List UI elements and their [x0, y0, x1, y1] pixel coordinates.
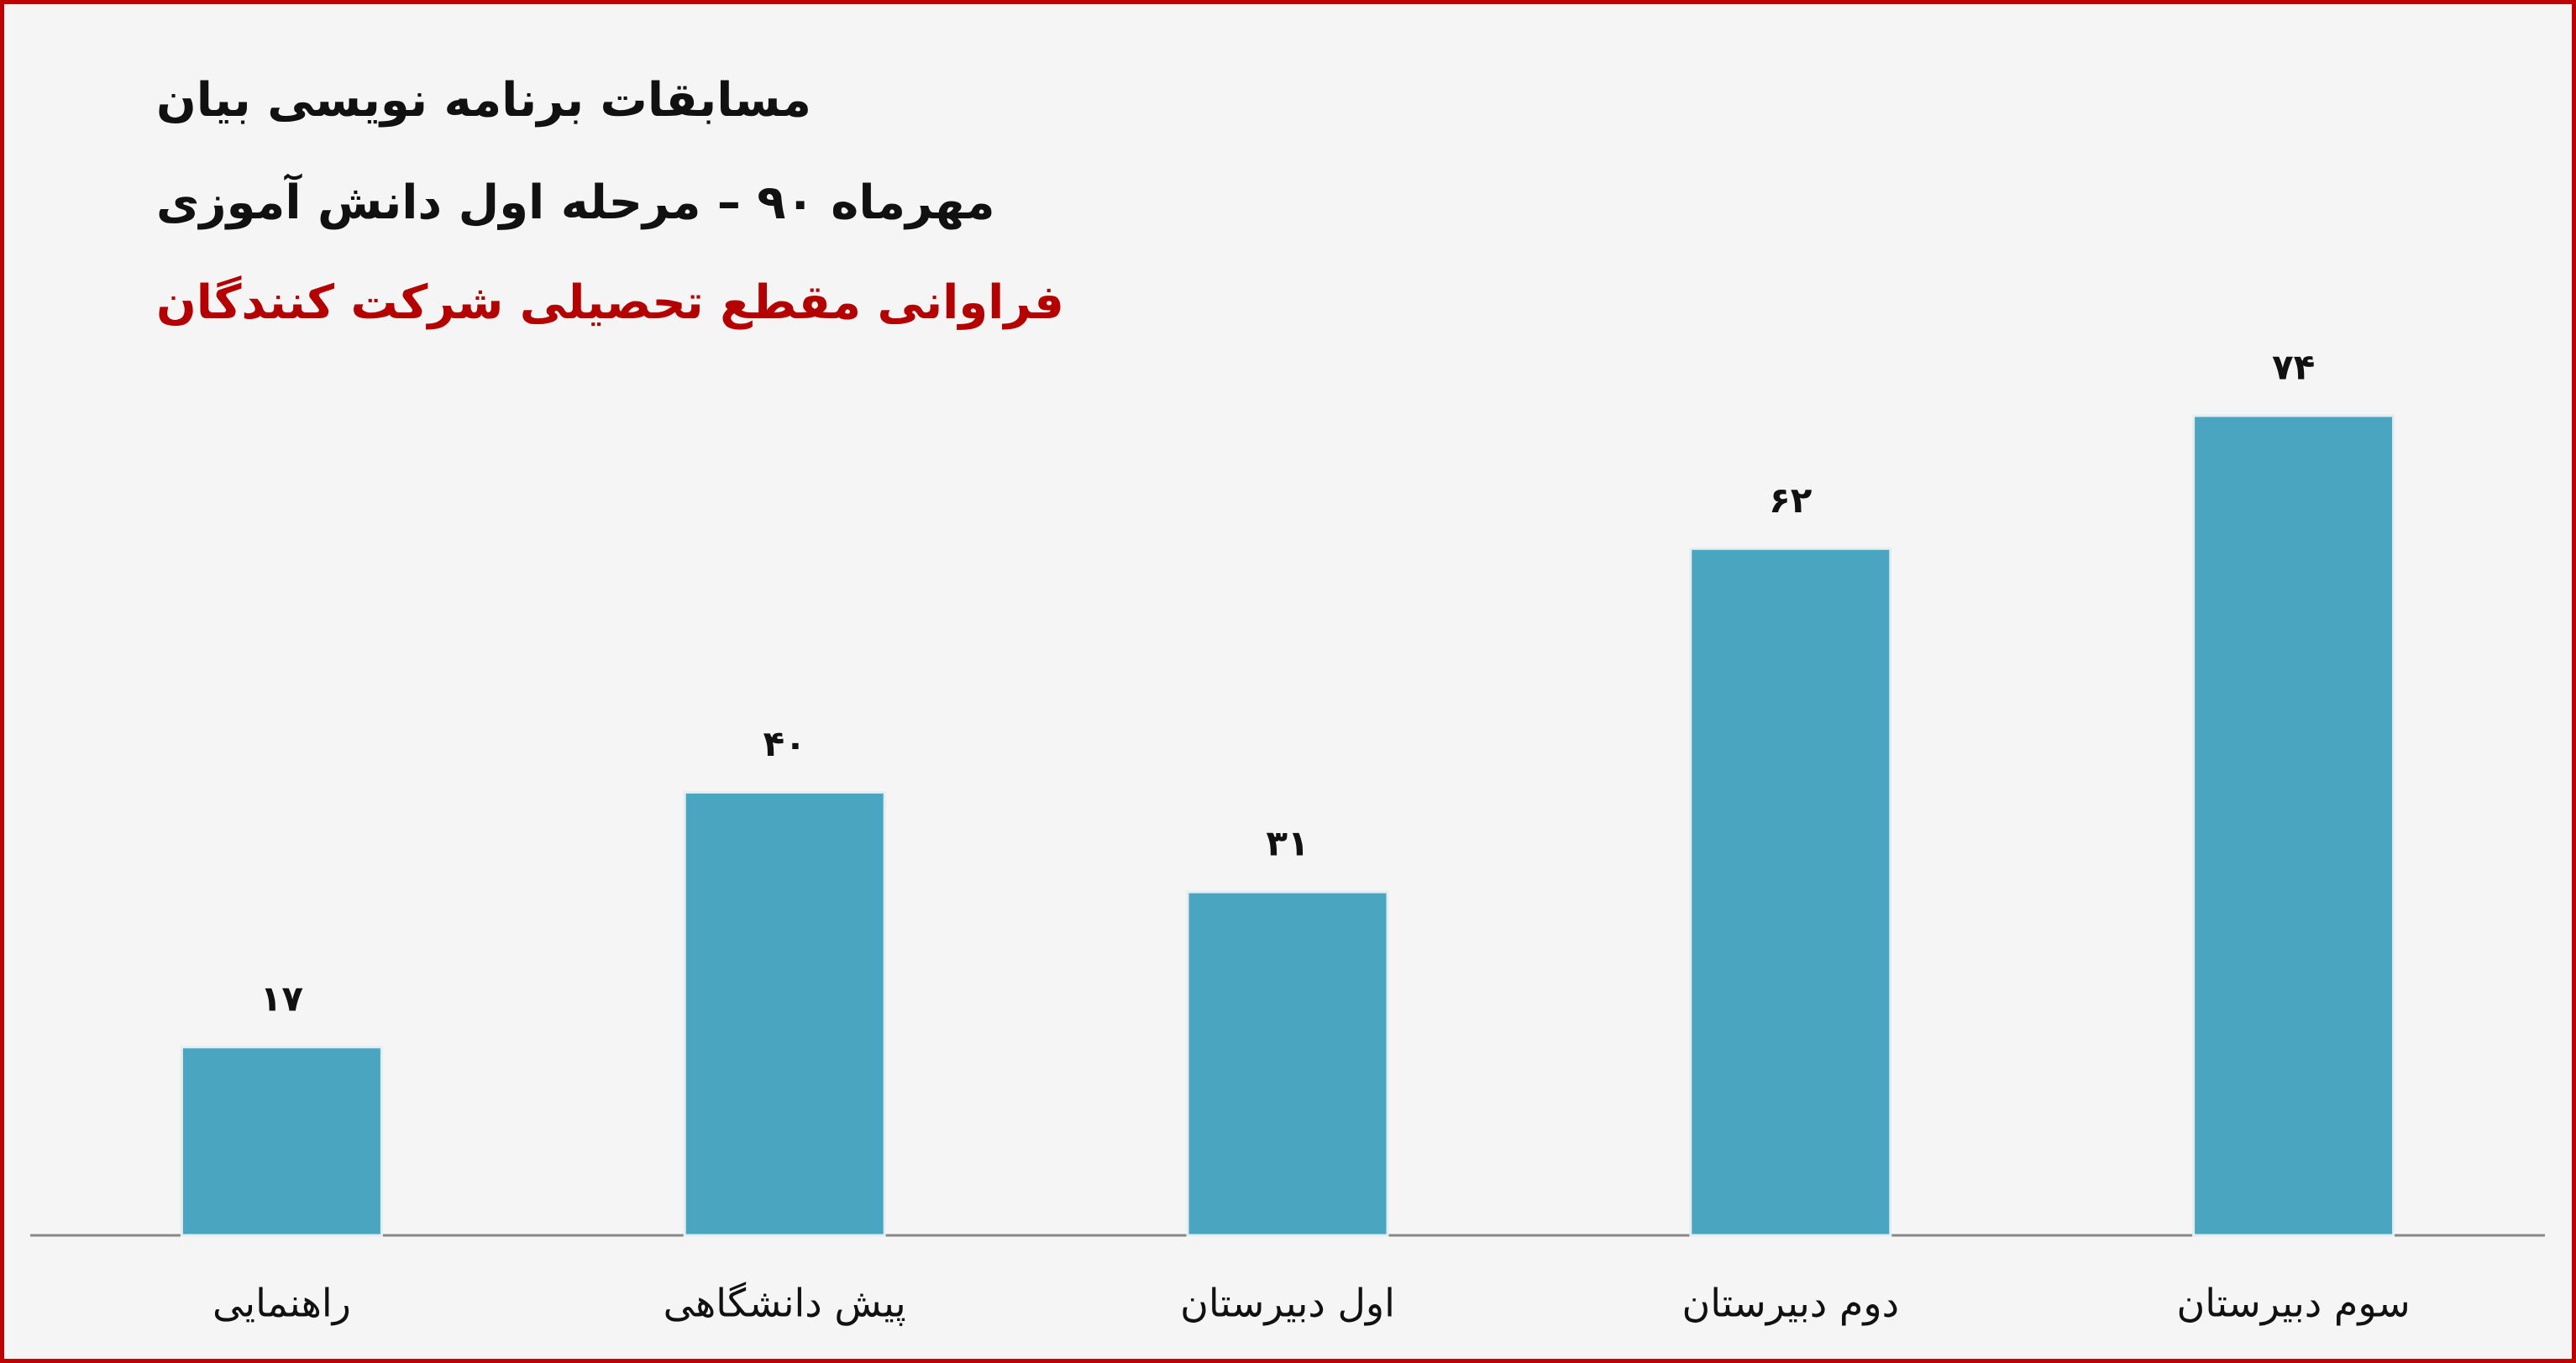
value-label: ۷۴	[2272, 347, 2315, 388]
x-tick-label: راهنمایی	[212, 1281, 351, 1326]
x-tick-label: سوم دبیرستان	[2177, 1281, 2411, 1327]
chart-subtitle: مهرماه ۹۰ – مرحله اول دانش آموزی	[156, 173, 995, 230]
bar	[180, 1046, 383, 1237]
x-tick-label: دوم دبیرستان	[1682, 1281, 1900, 1327]
value-label: ۳۱	[1266, 823, 1309, 864]
bar	[2192, 414, 2395, 1237]
value-label: ۶۲	[1769, 480, 1813, 521]
bar	[1689, 547, 1892, 1237]
chart-title: مسابقات برنامه نویسی بیان	[156, 73, 811, 128]
bar	[1186, 890, 1389, 1237]
value-label: ۴۰	[763, 723, 806, 764]
x-tick-label: اول دبیرستان	[1180, 1281, 1395, 1327]
x-tick-label: پیش دانشگاهی	[664, 1281, 906, 1327]
chart-caption: فراوانی مقطع تحصیلی شرکت کنندگان	[156, 275, 1064, 330]
value-label: ۱۷	[260, 978, 304, 1019]
bar	[683, 790, 886, 1237]
